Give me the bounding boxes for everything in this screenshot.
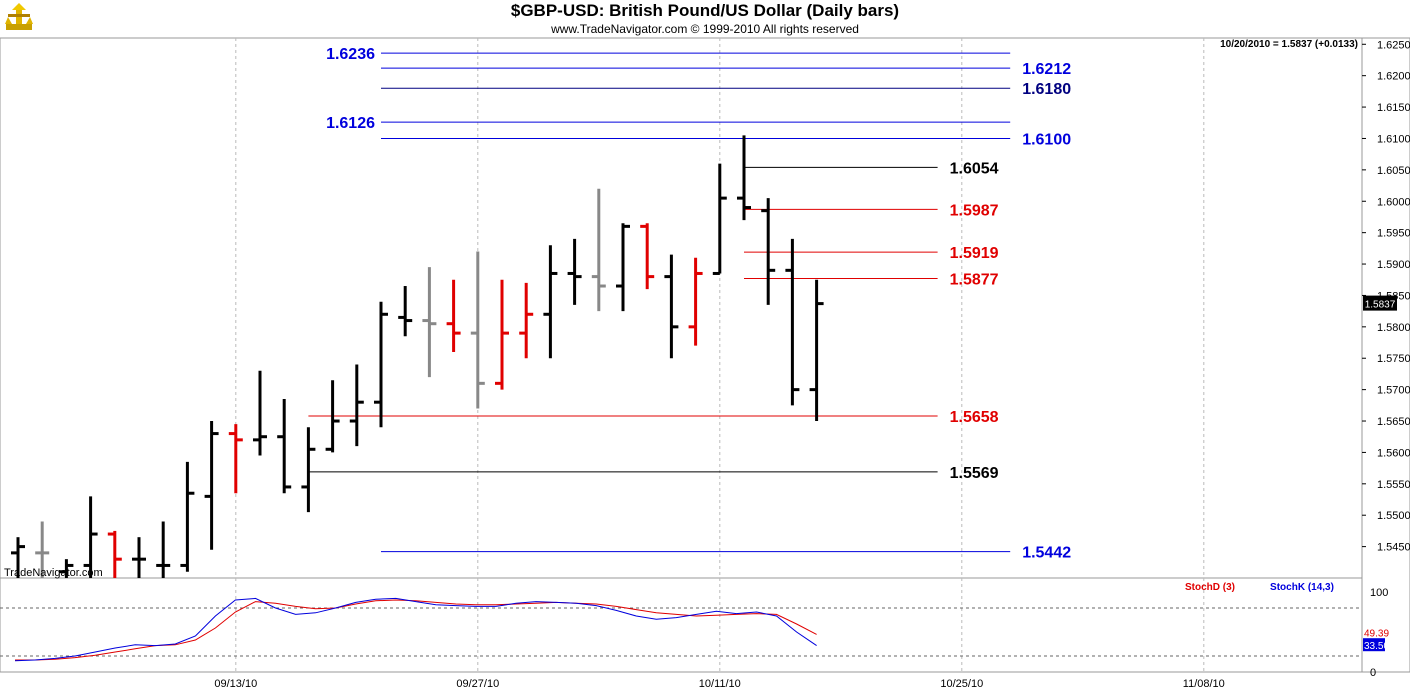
ohlc-bar bbox=[543, 245, 558, 359]
ohlc-bar bbox=[204, 421, 219, 550]
ohlc-bar bbox=[11, 537, 25, 578]
level-label: 1.5987 bbox=[950, 202, 999, 219]
x-tick-label: 10/11/10 bbox=[699, 678, 741, 690]
ohlc-bar bbox=[301, 427, 316, 513]
y-tick-label: 1.5950 bbox=[1377, 228, 1410, 240]
ohlc-bar bbox=[712, 163, 727, 275]
y-tick-label: 1.5650 bbox=[1377, 416, 1410, 428]
chart-header: $GBP-USD: British Pound/US Dollar (Daily… bbox=[0, 0, 1410, 38]
ohlc-bar bbox=[374, 301, 388, 428]
y-tick-label: 1.6100 bbox=[1377, 133, 1410, 145]
y-tick-label: 1.6250 bbox=[1377, 39, 1410, 51]
ohlc-bar bbox=[253, 370, 267, 456]
y-tick-label: 1.6000 bbox=[1377, 196, 1410, 208]
y-tick-label: 1.5750 bbox=[1377, 353, 1410, 365]
stochd-last-box bbox=[1363, 625, 1385, 639]
y-tick-label: 1.5500 bbox=[1377, 510, 1410, 522]
level-label: 1.5658 bbox=[950, 409, 999, 426]
stochd-last-value: 49.39 bbox=[1364, 628, 1389, 639]
price-plot-area bbox=[0, 37, 1363, 579]
y-tick-label: 1.5450 bbox=[1377, 542, 1410, 554]
ohlc-bar bbox=[761, 198, 776, 305]
ohlc-bar bbox=[809, 279, 824, 422]
last-quote-text: 10/20/2010 = 1.5837 (+0.0133) bbox=[1220, 39, 1358, 50]
x-tick-label: 09/27/10 bbox=[456, 678, 499, 690]
stochastic-legend-label: StochK (14,3) bbox=[1270, 582, 1334, 593]
y-tick-label: 1.5900 bbox=[1377, 259, 1410, 271]
level-label: 1.5442 bbox=[1022, 545, 1071, 562]
y-tick-label: 1.6150 bbox=[1377, 102, 1410, 114]
ohlc-bar bbox=[35, 521, 50, 578]
chart-title: $GBP-USD: British Pound/US Dollar (Daily… bbox=[510, 1, 900, 20]
stochastic-series-line bbox=[14, 597, 817, 662]
level-label: 1.6100 bbox=[1022, 131, 1071, 148]
last-price-label: 1.5837 bbox=[1365, 300, 1396, 311]
x-tick-label: 10/25/10 bbox=[940, 678, 983, 690]
level-label: 1.5919 bbox=[950, 245, 999, 262]
y-tick-label: 1.5550 bbox=[1377, 479, 1410, 491]
ohlc-bar bbox=[349, 364, 364, 447]
y-tick-label: 1.6050 bbox=[1377, 165, 1410, 177]
ohlc-bar bbox=[737, 135, 751, 221]
ohlc-bar bbox=[664, 254, 679, 359]
stochastic-y-tick-label: 100 bbox=[1370, 587, 1388, 599]
y-axis-strip bbox=[1361, 37, 1410, 673]
ohlc-bar bbox=[446, 279, 461, 352]
stochk-last-box bbox=[1363, 638, 1385, 652]
last-price-box bbox=[1363, 295, 1397, 311]
level-label: 1.6212 bbox=[1022, 61, 1071, 78]
y-tick-label: 1.6200 bbox=[1377, 71, 1410, 83]
stochastic-series-line bbox=[15, 599, 817, 661]
ohlc-bar bbox=[519, 282, 534, 359]
x-tick-label: 09/13/10 bbox=[214, 678, 257, 690]
stochastic-plot-area bbox=[0, 577, 1363, 673]
x-tick-label: 11/08/10 bbox=[1183, 678, 1225, 690]
ohlc-bar bbox=[59, 559, 74, 578]
y-tick-label: 1.5600 bbox=[1377, 447, 1410, 459]
y-tick-label: 1.5800 bbox=[1377, 322, 1410, 334]
ohlc-bar bbox=[785, 238, 800, 406]
stochk-last-value: 33.50 bbox=[1364, 641, 1389, 652]
ohlc-bar bbox=[325, 380, 340, 453]
level-label: 1.6236 bbox=[326, 46, 375, 63]
trade-navigator-logo-icon bbox=[5, 3, 33, 30]
ohlc-bar bbox=[495, 279, 509, 390]
ohlc-bar bbox=[132, 537, 146, 578]
ohlc-bar bbox=[83, 496, 98, 578]
ohlc-bar bbox=[277, 399, 292, 494]
level-label: 1.6126 bbox=[326, 115, 375, 132]
chart-subtitle: www.TradeNavigator.com © 1999-2010 All r… bbox=[551, 22, 859, 36]
ohlc-bar bbox=[591, 188, 606, 312]
watermark-text: TradeNavigator.com bbox=[4, 567, 103, 579]
ohlc-bar bbox=[180, 461, 195, 572]
ohlc-bar bbox=[640, 223, 655, 290]
ohlc-bar bbox=[688, 257, 703, 346]
ohlc-bar bbox=[156, 521, 171, 578]
stochastic-y-tick-label: 0 bbox=[1370, 667, 1376, 679]
level-label: 1.5569 bbox=[950, 465, 999, 482]
ohlc-bar bbox=[616, 223, 630, 312]
level-label: 1.6180 bbox=[1022, 81, 1071, 98]
ohlc-bar bbox=[398, 286, 413, 337]
ohlc-bar bbox=[107, 530, 122, 578]
ohlc-bar bbox=[422, 267, 437, 378]
level-label: 1.6054 bbox=[950, 160, 999, 177]
y-tick-label: 1.5700 bbox=[1377, 385, 1410, 397]
stochastic-legend-label: StochD (3) bbox=[1185, 582, 1235, 593]
ohlc-bar bbox=[470, 251, 485, 409]
ohlc-bar bbox=[567, 238, 582, 305]
ohlc-bar bbox=[228, 424, 243, 494]
level-label: 1.5877 bbox=[950, 271, 999, 288]
